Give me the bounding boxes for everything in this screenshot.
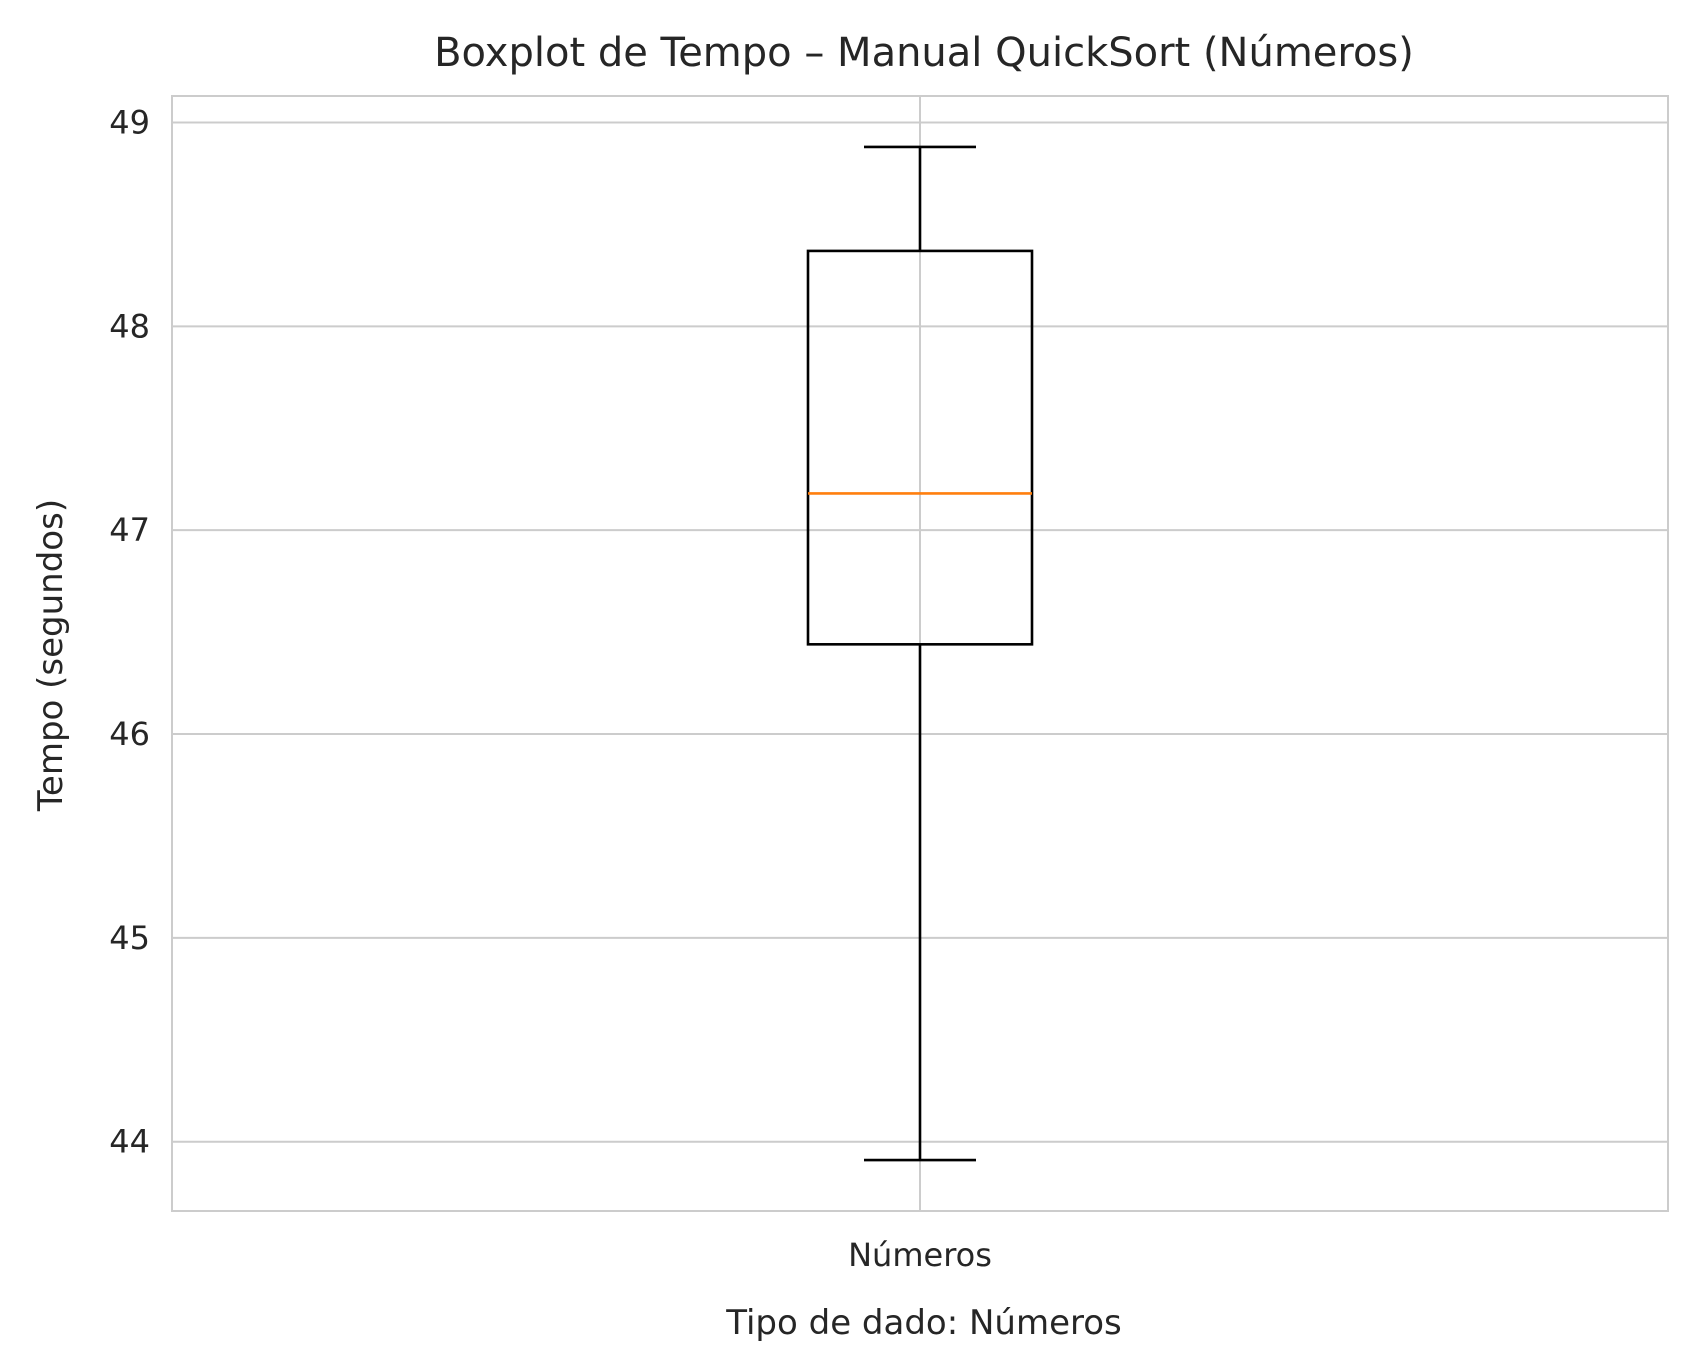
y-axis-label: Tempo (segundos)	[31, 499, 71, 812]
interquartile-box	[806, 249, 1034, 646]
y-tick-labels: 44 45 46 47 48 49	[109, 103, 150, 1160]
chart-title: Boxplot de Tempo – Manual QuickSort (Núm…	[434, 30, 1414, 76]
y-tick-label: 44	[109, 1123, 150, 1161]
x-tick-label: Números	[848, 1236, 992, 1274]
x-axis-label: Tipo de dado: Números	[725, 1303, 1122, 1343]
y-tick-label: 49	[109, 103, 150, 141]
y-tick-label: 48	[109, 307, 150, 345]
y-tick-label: 47	[109, 511, 150, 549]
y-tick-label: 45	[109, 919, 150, 957]
box-plot	[806, 145, 1034, 1162]
plot-frame	[171, 95, 1669, 1212]
x-tick-labels: Números	[848, 1236, 992, 1274]
y-tick-label: 46	[109, 715, 150, 753]
